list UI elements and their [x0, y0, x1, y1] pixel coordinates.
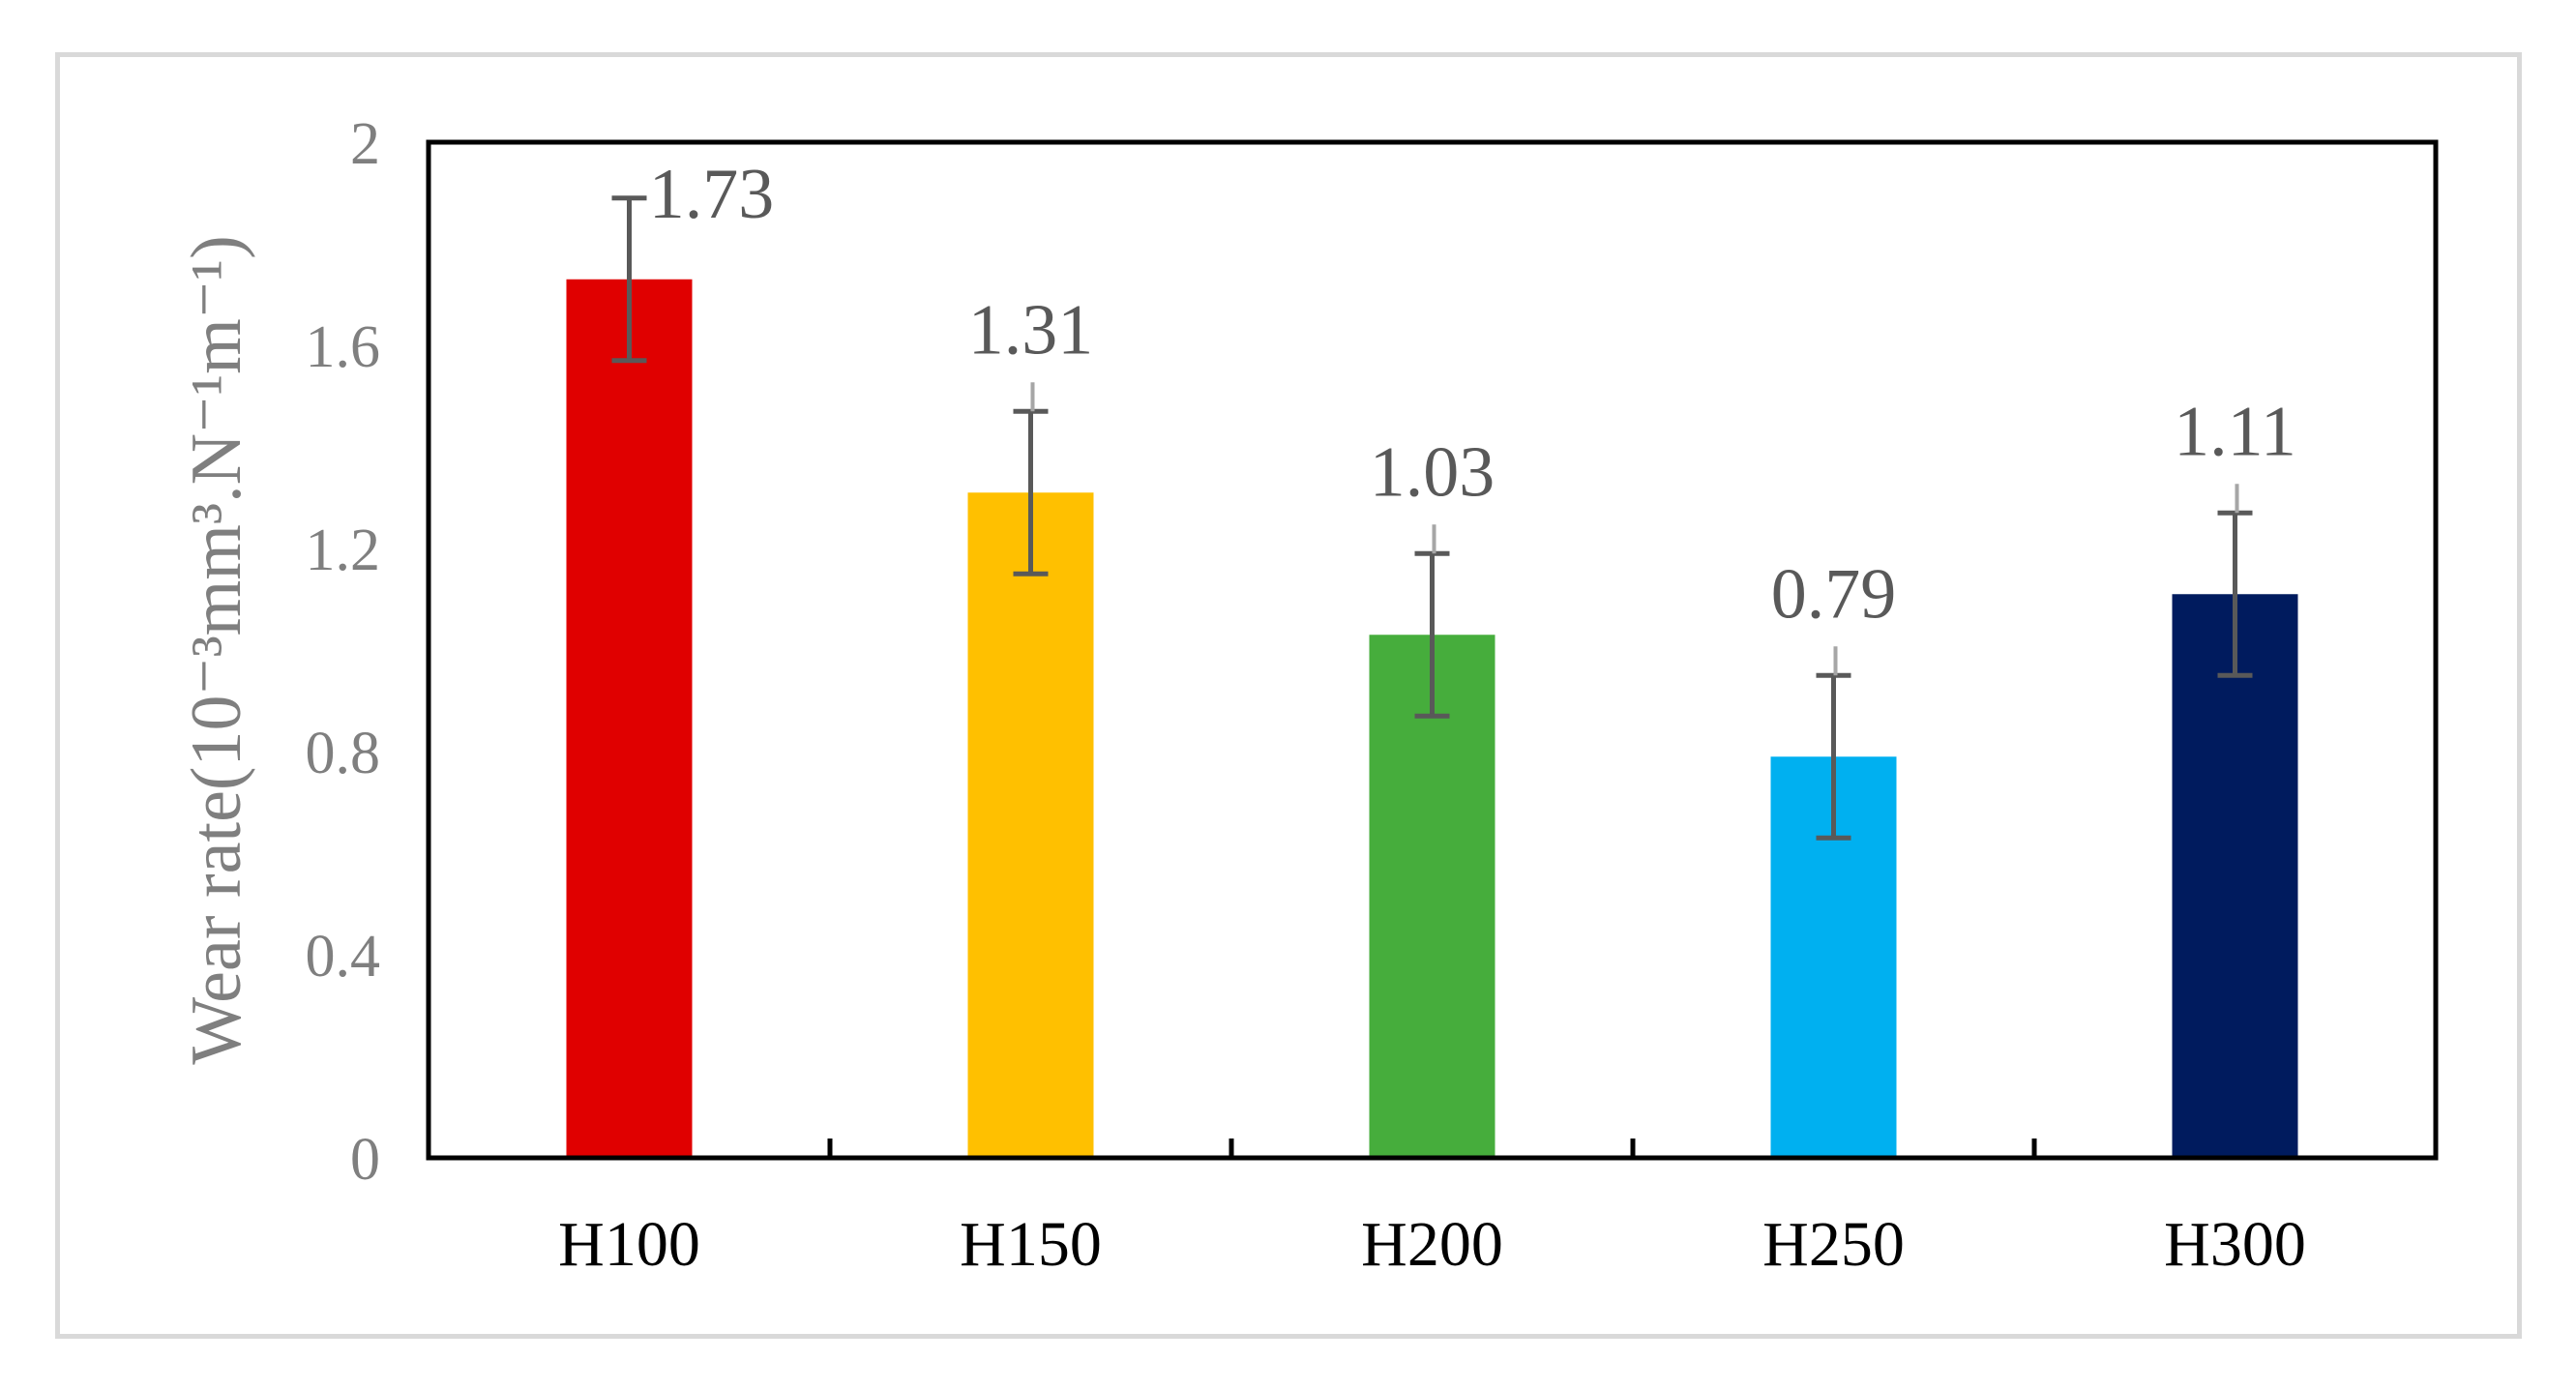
plot-area: [426, 139, 2439, 1161]
bars-group: [566, 279, 2298, 1158]
y-tick-label: 1.6: [306, 314, 381, 380]
chart-frame: [55, 52, 2522, 1339]
y-tick-label: 0: [350, 1127, 380, 1193]
x-tick-label: H100: [558, 1209, 700, 1280]
bar: [1369, 635, 1495, 1158]
y-axis-ticks: 0 0.4 0.8 1.2 1.6 2: [306, 111, 381, 1193]
x-tick-label: H250: [1762, 1209, 1905, 1280]
bar: [2172, 594, 2298, 1158]
data-label: 1.11: [2174, 392, 2296, 471]
bar: [967, 492, 1094, 1158]
y-tick-label: 2: [350, 111, 380, 177]
data-label: 0.79: [1771, 554, 1897, 634]
x-axis-ticks: H100 H150 H200 H250 H300: [558, 1139, 2306, 1280]
data-label: 1.73: [649, 155, 775, 234]
data-label: 1.03: [1370, 432, 1495, 512]
y-tick-label: 1.2: [306, 518, 381, 583]
bar: [566, 279, 693, 1158]
x-tick-label: H300: [2164, 1209, 2306, 1280]
data-labels-group: 1.73 1.31 1.03 0.79 1.11: [649, 155, 2296, 635]
y-tick-label: 0.4: [306, 924, 381, 990]
error-bars-group: [611, 195, 2253, 841]
y-axis-title: Wear rate(10⁻³mm³.N⁻¹m⁻¹): [177, 235, 256, 1064]
x-tick-label: H200: [1361, 1209, 1503, 1280]
y-tick-label: 0.8: [306, 721, 381, 786]
data-label: 1.31: [968, 290, 1094, 370]
x-tick-label: H150: [960, 1209, 1102, 1280]
